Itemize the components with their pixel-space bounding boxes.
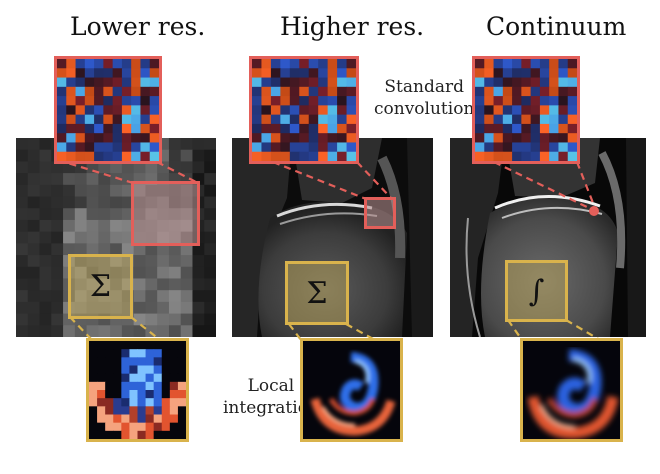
integration-kernel-lower-res	[86, 338, 189, 442]
sum-symbol: Σ	[89, 269, 112, 304]
receptive-field-higher-res	[364, 197, 396, 229]
integration-kernel-higher-res	[300, 338, 403, 442]
conv-kernel-lower-res	[54, 56, 162, 164]
integration-kernel-continuum	[520, 338, 623, 442]
conv-kernel-lower-res-grid	[57, 59, 159, 161]
conv-kernel-continuum-grid	[475, 59, 577, 161]
integral-symbol: ∫	[528, 273, 545, 309]
standard-convolution-line2: convolution	[374, 99, 475, 119]
local-integration-line2: integration	[223, 398, 319, 418]
sum-box-higher-res: Σ	[285, 261, 349, 325]
integration-kernel-higher-res-image	[303, 341, 400, 439]
receptive-field-point-continuum	[589, 206, 599, 216]
conv-kernel-continuum	[472, 56, 580, 164]
sum-symbol: Σ	[306, 275, 328, 311]
integration-kernel-lower-res-image	[89, 341, 186, 439]
title-lower-res: Lower res.	[70, 12, 206, 41]
mri-higher-res	[232, 138, 433, 337]
standard-convolution-label: Standard convolution	[374, 76, 474, 120]
local-integration-line1: Local	[247, 376, 295, 396]
integral-box-continuum: ∫	[505, 260, 568, 322]
mri-higher-res-image	[232, 138, 433, 337]
sum-box-lower-res: Σ	[68, 254, 133, 319]
conv-kernel-higher-res	[249, 56, 359, 164]
standard-convolution-line1: Standard	[384, 77, 464, 97]
mri-continuum	[450, 138, 646, 337]
conv-kernel-higher-res-grid	[252, 59, 356, 161]
title-continuum: Continuum	[486, 12, 627, 41]
receptive-field-lower-res	[131, 181, 200, 246]
title-higher-res: Higher res.	[280, 12, 425, 41]
integration-kernel-continuum-image	[523, 341, 620, 439]
local-integration-label: Local integration	[223, 375, 319, 419]
